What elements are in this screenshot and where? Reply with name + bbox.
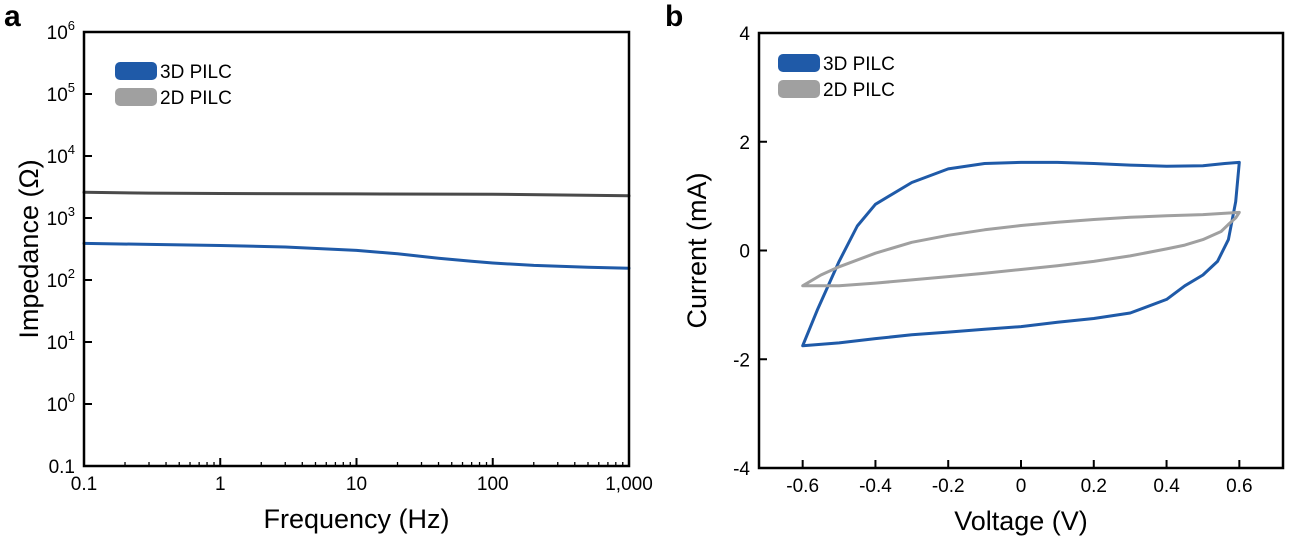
panel-b-legend-swatch-2d-pilc <box>778 80 820 98</box>
panel-a-y-tick-label: 101 <box>47 328 75 354</box>
panel-b-legend: 3D PILC 2D PILC <box>778 54 895 101</box>
panel-b-y-tick-label: -2 <box>733 350 750 371</box>
panel-b-x-tick-label: -0.2 <box>932 476 965 497</box>
panel-a-legend: 3D PILC 2D PILC <box>115 62 232 109</box>
panel-a-x-tick-label: 1,000 <box>605 474 653 495</box>
panel-b-y-tick-label: 2 <box>739 133 750 154</box>
panel-b-legend-label-2d-pilc: 2D PILC <box>823 80 895 101</box>
panel-a-y-tick-label: 105 <box>47 80 75 106</box>
panel-a-x-tick-label: 100 <box>477 474 509 495</box>
panel-b-ticks-group: -0.6 -0.4 -0.2 0 0.2 0.4 0.6 -4 -2 0 2 4 <box>733 24 1252 497</box>
panel-a-x-tick-label: 0.1 <box>71 474 97 495</box>
panel-a-y-tick-label: 106 <box>47 18 75 44</box>
panel-a-impedance-chart: a 0.1 1 10 100 1,000 0.1 100 101 102 103 104 105 106… <box>4 0 653 534</box>
panel-a-y-axis-label: Impedance (Ω) <box>14 159 44 338</box>
panel-a-ticks-group: 0.1 1 10 100 1,000 0.1 100 101 102 103 104 105 106 <box>47 18 653 495</box>
panel-a-legend-label-2d-pilc: 2D PILC <box>160 88 232 109</box>
panel-a-x-axis-label: Frequency (Hz) <box>263 504 449 534</box>
panel-a-plot-frame <box>82 30 631 468</box>
panel-b-cv-chart: b -0.6 -0.4 -0.2 0 0.2 0.4 0.6 -4 -2 0 2 4 Voltage … <box>665 0 1285 536</box>
panel-b-series-2d-pilc <box>801 210 1241 288</box>
panel-b-label: b <box>665 0 683 33</box>
panel-a-legend-swatch-3d-pilc <box>115 62 157 80</box>
panel-b-legend-swatch-3d-pilc <box>778 54 820 72</box>
panel-b-series-3d-pilc <box>801 160 1241 348</box>
panel-a-series-2d-pilc <box>82 190 631 198</box>
panel-a-legend-label-3d-pilc: 3D PILC <box>160 62 232 83</box>
panel-a-series-3d-pilc <box>82 241 631 270</box>
panel-a-y-tick-label: 103 <box>47 204 75 230</box>
panel-b-y-tick-label: 4 <box>739 24 750 45</box>
panel-b-y-tick-label: 0 <box>739 242 750 263</box>
panel-b-x-axis-label: Voltage (V) <box>954 506 1088 536</box>
panel-b-y-axis-label: Current (mA) <box>682 172 712 328</box>
panel-a-legend-swatch-2d-pilc <box>115 88 157 106</box>
panel-b-x-tick-label: 0.6 <box>1226 476 1252 497</box>
panel-b-x-tick-label: -0.6 <box>786 476 819 497</box>
panel-b-series-group <box>801 160 1241 348</box>
panel-b-x-tick-label: 0 <box>1016 476 1027 497</box>
panel-b-x-tick-label: 0.4 <box>1153 476 1180 497</box>
panel-b-x-tick-label: -0.4 <box>859 476 892 497</box>
panel-a-y-tick-label: 104 <box>47 142 75 168</box>
panel-a-y-tick-label: 102 <box>47 266 75 292</box>
panel-b-x-tick-label: 0.2 <box>1081 476 1107 497</box>
panel-a-y-tick-label: 0.1 <box>49 457 75 478</box>
panel-a-x-tick-label: 1 <box>215 474 226 495</box>
panel-a-x-tick-label: 10 <box>346 474 367 495</box>
panel-b-plot-frame <box>757 31 1285 470</box>
panel-a-y-tick-label: 100 <box>47 390 75 416</box>
panel-a-label: a <box>4 0 21 33</box>
panel-a-series-group <box>82 190 631 270</box>
panel-b-y-tick-label: -4 <box>733 459 750 480</box>
panel-b-legend-label-3d-pilc: 3D PILC <box>823 54 895 75</box>
